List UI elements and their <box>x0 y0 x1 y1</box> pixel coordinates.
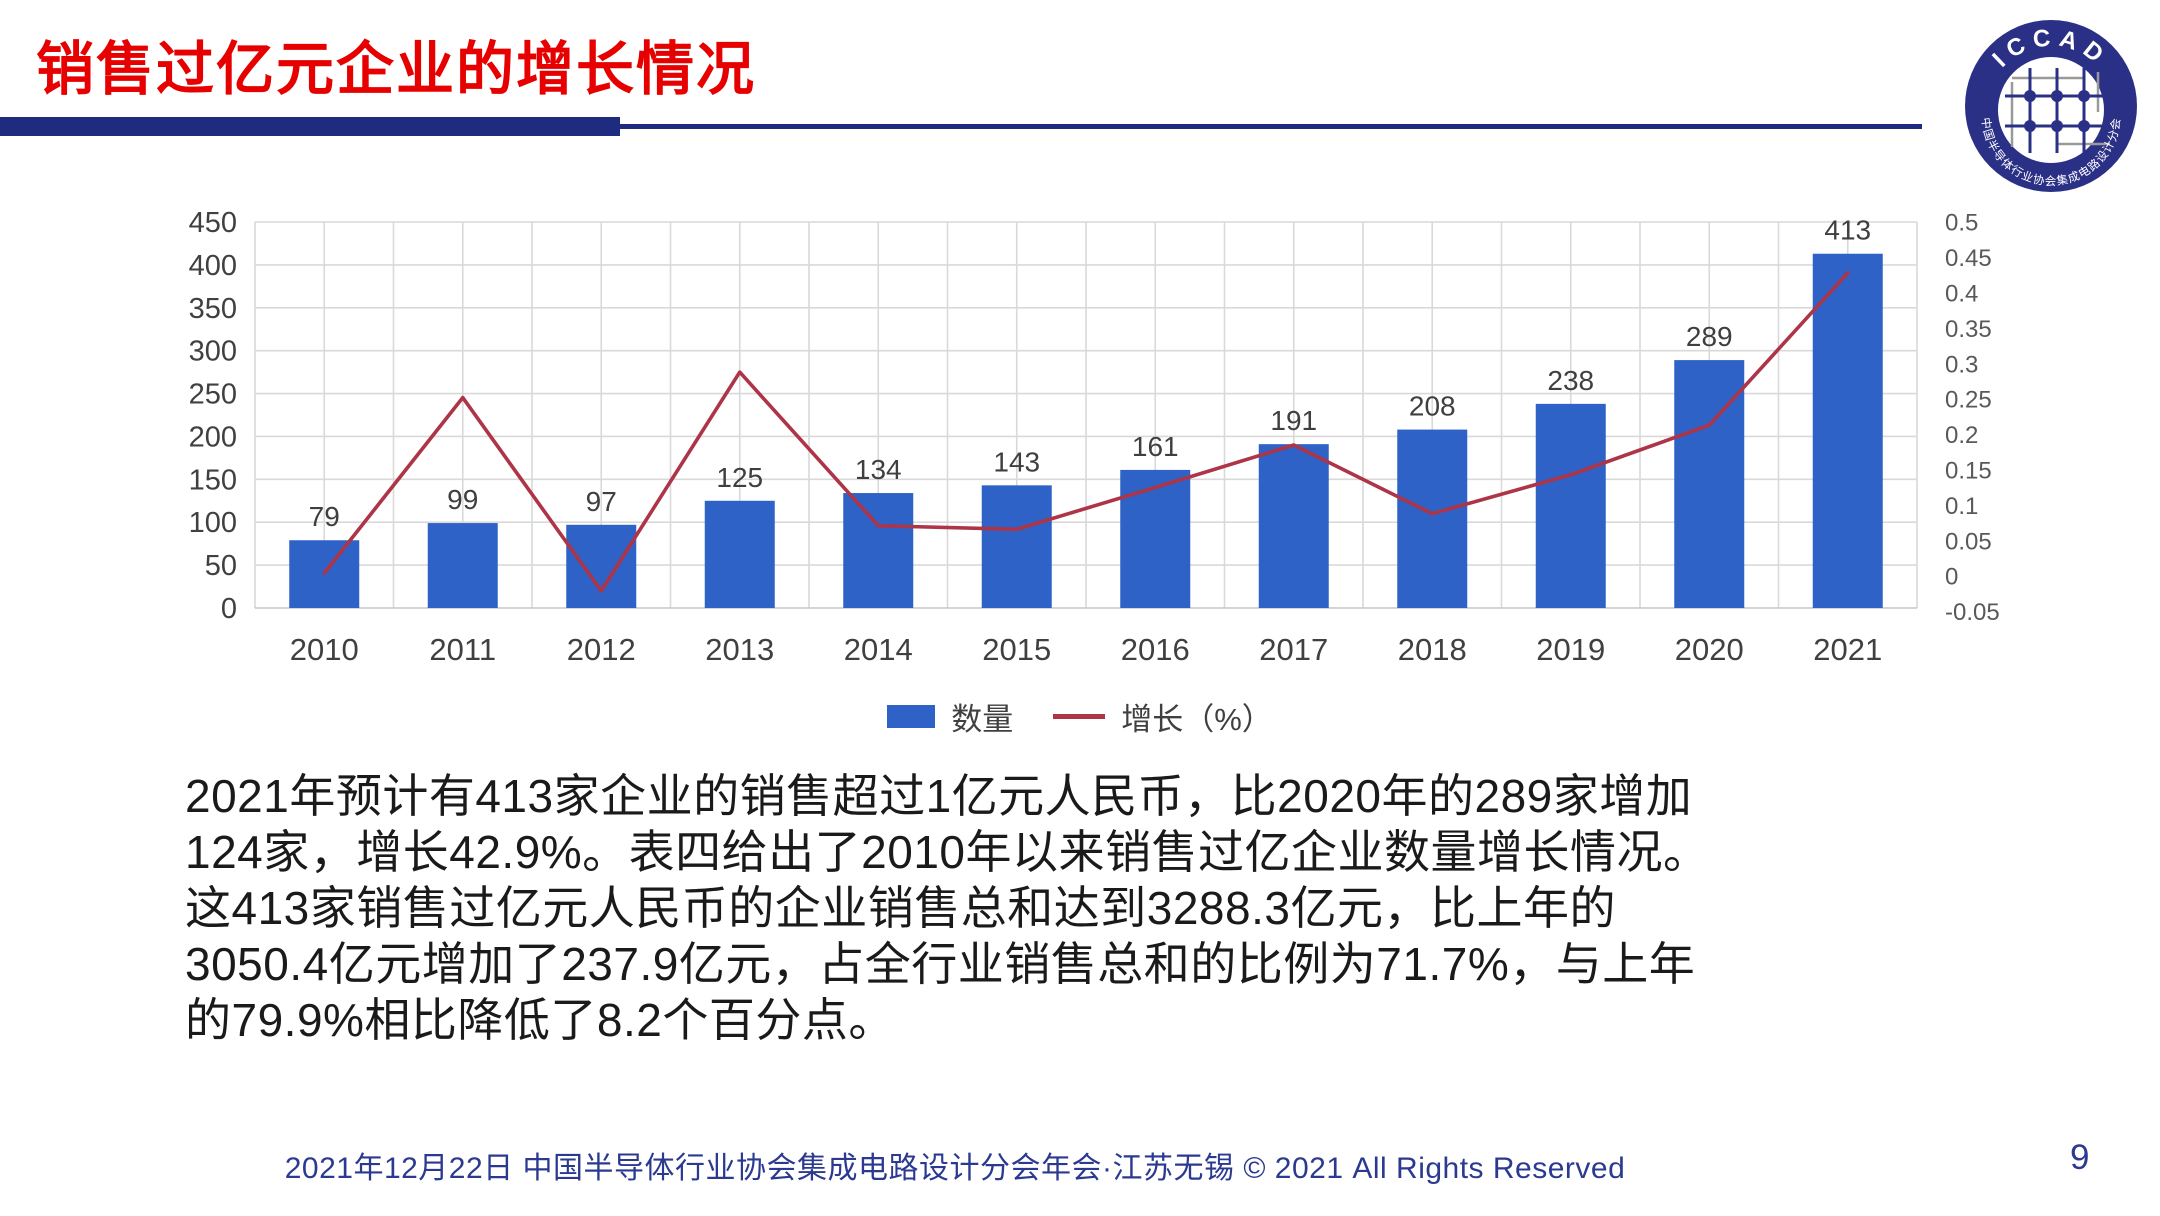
svg-text:0.3: 0.3 <box>1945 351 1978 378</box>
bar-label-2020: 289 <box>1686 321 1733 352</box>
bar-2010 <box>289 540 360 608</box>
page-title: 销售过亿元企业的增长情况 <box>36 37 757 102</box>
growth-line <box>322 271 1850 593</box>
svg-text:250: 250 <box>189 379 237 411</box>
bar-label-2010: 79 <box>309 501 340 532</box>
bar-value-labels: 79 99 97 125 134 143 161 191 208 238 289 413 <box>309 215 1871 532</box>
bar-2020 <box>1674 360 1745 608</box>
body-line: 124家，增长42.9%。表四给出了2010年以来销售过亿企业数量增长情况。 <box>185 826 1710 878</box>
x-axis-labels: 2010 2011 2012 2013 2014 2015 2016 2017 2018 2019… <box>290 632 1882 667</box>
svg-text:0.1: 0.1 <box>1945 493 1978 520</box>
svg-text:50: 50 <box>205 550 237 582</box>
x-label-2018: 2018 <box>1398 632 1467 667</box>
x-label-2012: 2012 <box>567 632 636 667</box>
legend-bar-swatch <box>887 705 936 728</box>
svg-text:0.4: 0.4 <box>1945 281 1978 308</box>
svg-text:150: 150 <box>189 464 237 496</box>
x-label-2011: 2011 <box>429 632 496 667</box>
x-label-2014: 2014 <box>844 632 913 667</box>
footer-credit: 2021年12月22日 中国半导体行业协会集成电路设计分会年会·江苏无锡 © 2… <box>284 1152 1626 1185</box>
bar-2017 <box>1258 444 1329 608</box>
bar-label-2016: 161 <box>1132 431 1179 462</box>
bar-label-2017: 191 <box>1270 405 1317 436</box>
legend-line-label: 增长（%） <box>1121 702 1273 737</box>
iccad-logo: ICCAD 中国半导体行业协会集成电路设计分会 <box>1965 20 2137 192</box>
chart-legend: 数量 增长（%） <box>0 694 2160 739</box>
legend-bar-label: 数量 <box>951 702 1014 737</box>
svg-text:0: 0 <box>221 593 237 625</box>
bar-label-2015: 143 <box>993 446 1040 477</box>
body-line: 3050.4亿元增加了237.9亿元，占全行业销售总和的比例为71.7%，与上年 <box>185 938 1696 990</box>
logo-inner-disc <box>1998 57 2104 163</box>
svg-text:450: 450 <box>189 207 237 239</box>
bar-2015 <box>981 485 1052 608</box>
legend-line-swatch <box>1053 714 1106 719</box>
body-line: 的79.9%相比降低了8.2个百分点。 <box>185 994 895 1046</box>
x-label-2015: 2015 <box>982 632 1051 667</box>
right-axis-labels: -0.05 0 0.05 0.1 0.15 0.2 0.25 0.3 0.35 0.4 0.45 0.… <box>1945 210 2000 626</box>
bar-2016 <box>1120 469 1191 608</box>
chart-gridlines <box>254 221 1918 609</box>
bar-2012 <box>566 524 637 608</box>
svg-text:300: 300 <box>189 336 237 368</box>
svg-text:0.35: 0.35 <box>1945 316 1992 343</box>
bar-2013 <box>704 500 775 608</box>
x-label-2013: 2013 <box>705 632 774 667</box>
svg-text:-0.05: -0.05 <box>1945 599 2000 626</box>
svg-text:0.15: 0.15 <box>1945 458 1992 485</box>
page-number: 9 <box>2070 1138 2090 1177</box>
body-paragraph: 2021年预计有413家企业的销售超过1亿元人民币，比2020年的289家增加 … <box>185 768 1995 1048</box>
svg-text:400: 400 <box>189 250 237 282</box>
body-line: 2021年预计有413家企业的销售超过1亿元人民币，比2020年的289家增加 <box>185 770 1693 822</box>
body-line: 这413家销售过亿元人民币的企业销售总和达到3288.3亿元，比上年的 <box>185 882 1616 934</box>
svg-text:0.45: 0.45 <box>1945 245 1992 272</box>
x-label-2017: 2017 <box>1259 632 1328 667</box>
x-label-2020: 2020 <box>1675 632 1744 667</box>
bar-label-2018: 208 <box>1409 391 1456 422</box>
bar-label-2014: 134 <box>855 454 902 485</box>
bar-2014 <box>843 493 914 608</box>
svg-text:350: 350 <box>189 293 237 325</box>
svg-text:200: 200 <box>189 421 237 453</box>
x-label-2010: 2010 <box>290 632 359 667</box>
x-label-2019: 2019 <box>1536 632 1605 667</box>
svg-text:0: 0 <box>1945 564 1958 591</box>
bar-2011 <box>427 523 498 608</box>
logo-circuit-nodes <box>2024 90 2090 132</box>
bar-2021 <box>1812 253 1883 608</box>
bar-label-2013: 125 <box>716 462 763 493</box>
title-underline-thick <box>0 117 620 136</box>
bar-2018 <box>1397 429 1468 608</box>
svg-text:0.2: 0.2 <box>1945 422 1978 449</box>
title-underline-thin <box>620 124 1922 129</box>
svg-text:0.05: 0.05 <box>1945 528 1992 555</box>
bar-label-2021: 413 <box>1824 215 1871 246</box>
x-label-2021: 2021 <box>1813 632 1882 667</box>
bar-label-2012: 97 <box>586 486 617 517</box>
x-label-2016: 2016 <box>1121 632 1190 667</box>
left-axis-labels: 0 50 100 150 200 250 300 350 400 450 <box>189 207 237 625</box>
bar-label-2019: 238 <box>1547 365 1594 396</box>
bar-2019 <box>1535 403 1606 608</box>
svg-text:100: 100 <box>189 507 237 539</box>
svg-text:0.25: 0.25 <box>1945 387 1992 414</box>
bar-series <box>289 253 1883 608</box>
svg-text:0.5: 0.5 <box>1945 210 1978 237</box>
bar-label-2011: 99 <box>447 484 478 515</box>
